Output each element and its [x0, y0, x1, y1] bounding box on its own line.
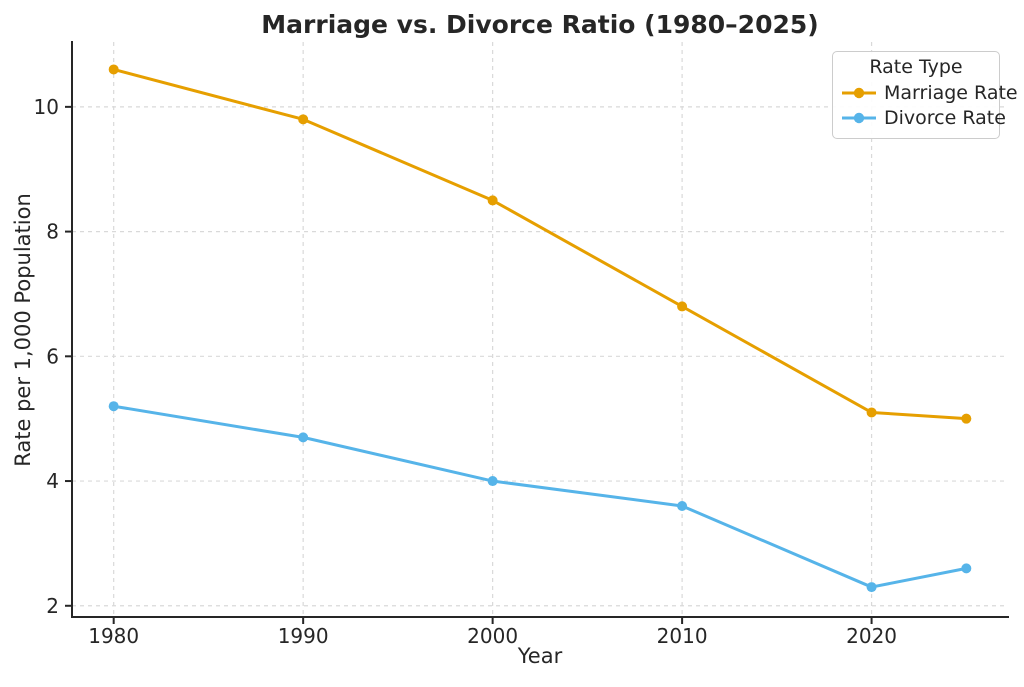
data-point: [866, 582, 877, 593]
x-tick-label: 2010: [657, 624, 708, 648]
data-point: [298, 432, 309, 443]
y-tick-label: 4: [46, 469, 59, 493]
gridlines: [72, 42, 1008, 617]
data-point: [108, 401, 119, 412]
y-tick-label: 2: [46, 594, 59, 618]
data-point: [487, 476, 498, 487]
data-point: [866, 407, 877, 418]
data-point: [961, 413, 972, 424]
data-point: [677, 301, 688, 312]
x-tick-label: 2020: [846, 624, 897, 648]
legend-item-divorce-rate: Divorce Rate: [842, 106, 1006, 131]
legend: Rate Type Marriage Rate Divorce Rate: [832, 51, 1018, 139]
legend-label-marriage-rate: Marriage Rate: [884, 81, 1018, 104]
x-tick-label: 1990: [278, 624, 329, 648]
x-axis-label: Year: [517, 644, 563, 668]
series-line: [112, 404, 968, 589]
data-point: [961, 563, 972, 574]
y-tick-label: 8: [46, 220, 59, 244]
axis-ticks: [65, 105, 873, 624]
x-tick-label: 2000: [467, 624, 518, 648]
marriage-rate-swatch-icon: [842, 88, 876, 99]
divorce-rate-swatch-icon: [842, 113, 876, 124]
data-point: [487, 195, 498, 206]
legend-title: Rate Type: [869, 56, 963, 78]
legend-label-divorce-rate: Divorce Rate: [884, 106, 1006, 129]
data-point: [108, 64, 119, 75]
y-tick-label: 6: [46, 344, 59, 368]
data-series: [108, 64, 972, 593]
series-line: [112, 67, 968, 421]
y-axis-label: Rate per 1,000 Population: [11, 193, 35, 467]
axes-spines: [71, 41, 1009, 618]
y-tick-label: 10: [34, 95, 59, 119]
series-marriage-rate: [108, 64, 972, 424]
data-point: [677, 500, 688, 511]
axis-tick-labels: 1980 1990 2000 2010 2020 2 4 6 8 10: [34, 95, 897, 648]
series-divorce-rate: [108, 401, 972, 593]
x-tick-label: 1980: [88, 624, 139, 648]
data-point: [298, 114, 309, 125]
legend-item-marriage-rate: Marriage Rate: [842, 81, 1018, 106]
chart-title: Marriage vs. Divorce Ratio (1980–2025): [261, 10, 818, 39]
